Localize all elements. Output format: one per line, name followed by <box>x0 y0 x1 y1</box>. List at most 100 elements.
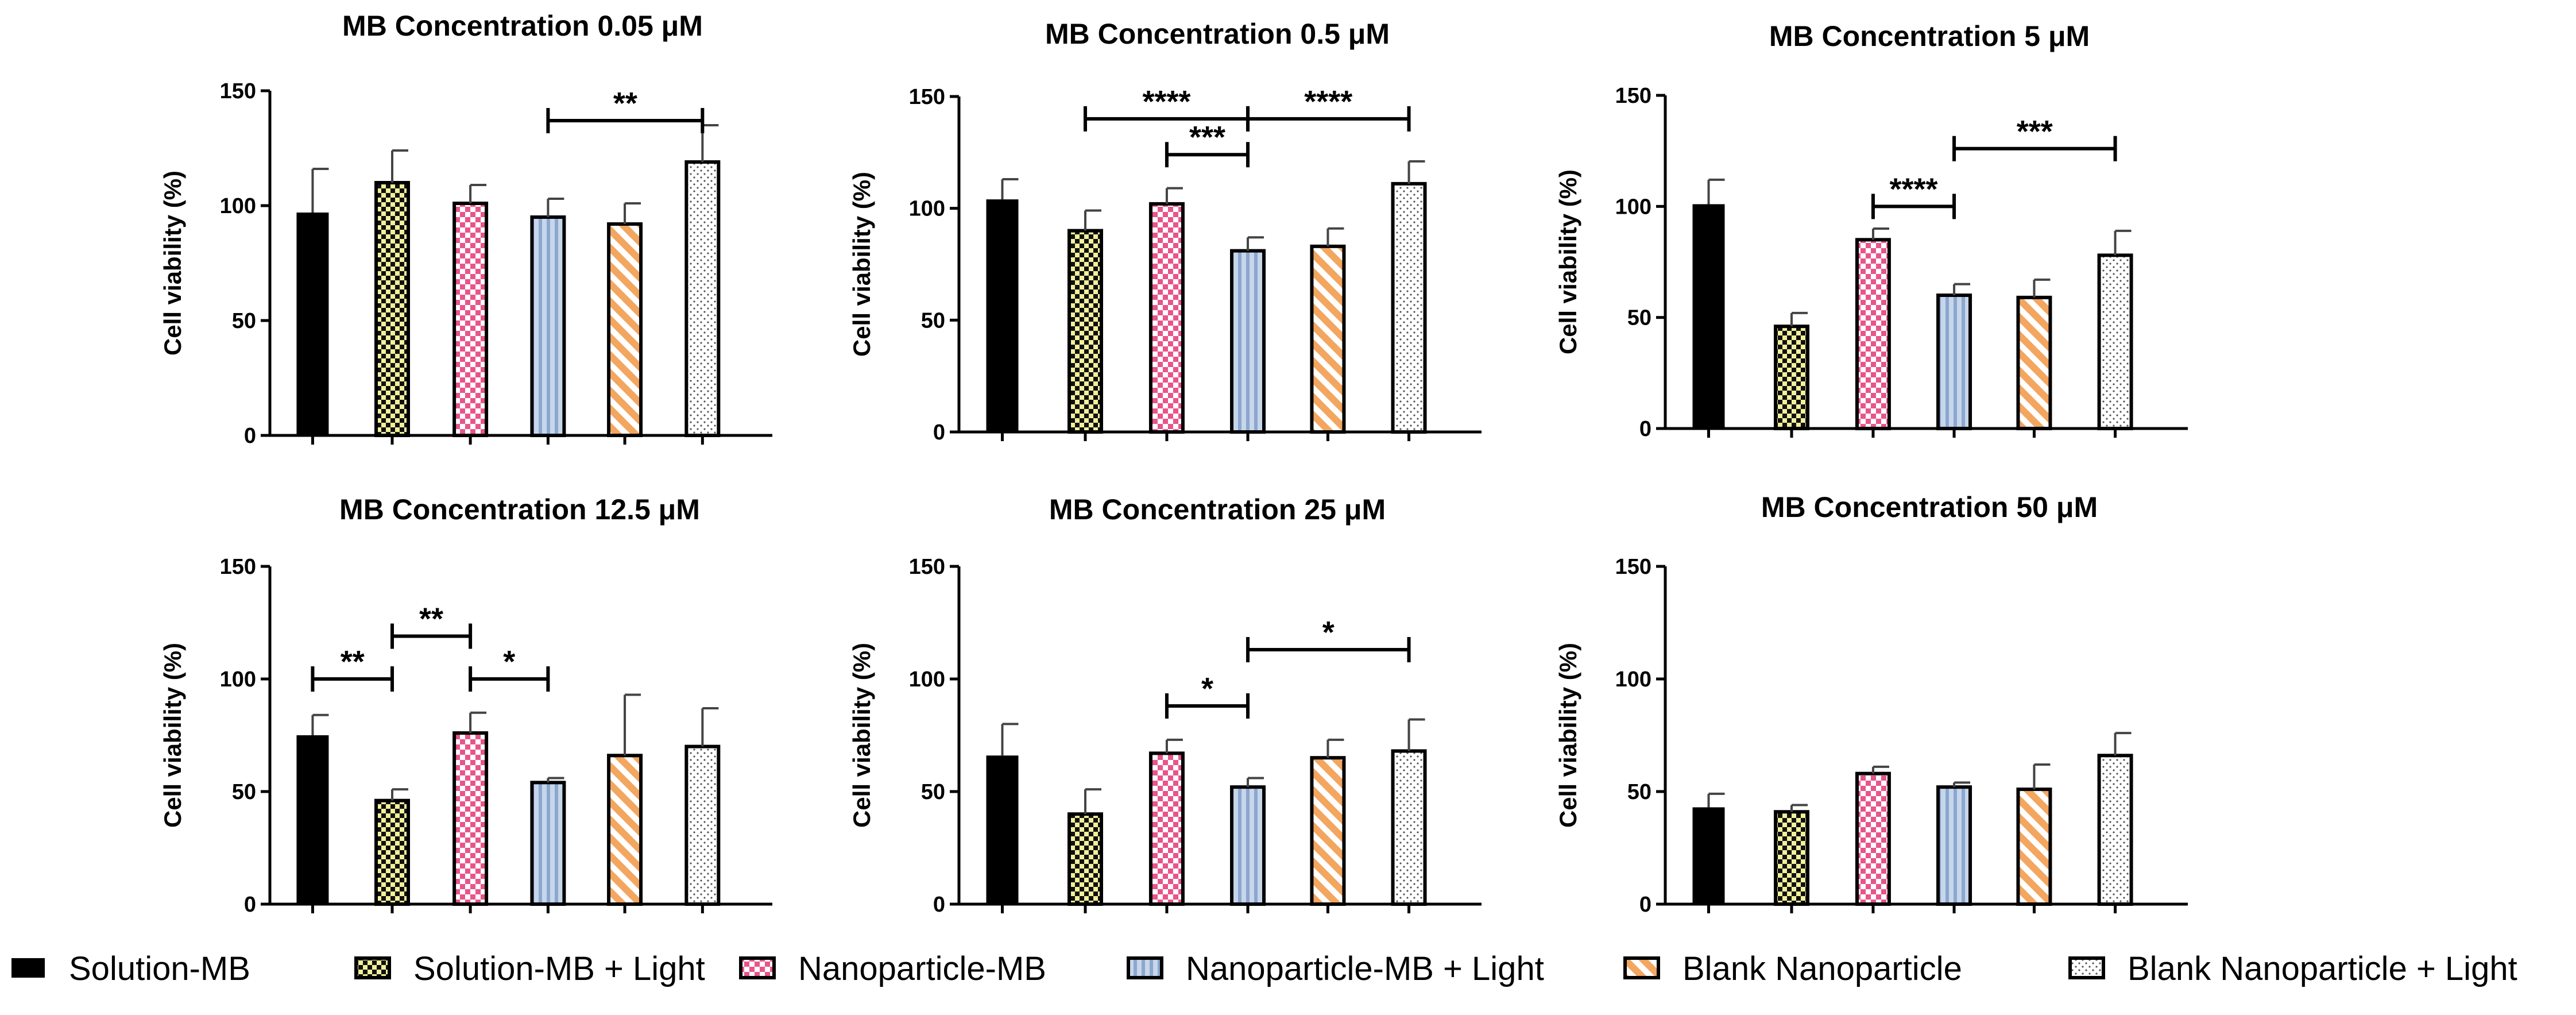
y-tick-label: 150 <box>220 555 256 579</box>
y-tick-label: 100 <box>909 197 945 221</box>
bar <box>1936 785 1972 906</box>
legend-label: Solution-MB + Light <box>413 950 705 987</box>
y-tick-label: 50 <box>232 309 256 333</box>
bar <box>530 781 566 906</box>
bar <box>607 754 643 906</box>
y-tick-label: 100 <box>909 667 945 692</box>
bar <box>374 181 410 437</box>
chart-panel: MB Concentration 25 μM Cell viability (%)… <box>848 493 1482 917</box>
chart-title: MB Concentration 0.05 μM <box>342 10 703 42</box>
bar <box>986 199 1019 432</box>
significance-label: ** <box>613 86 637 121</box>
chart-title: MB Concentration 50 μM <box>1761 491 2098 523</box>
legend-label: Blank Nanoparticle + Light <box>2128 950 2517 987</box>
significance-label: * <box>1322 615 1335 650</box>
chart-panel: MB Concentration 0.05 μM Cell viability (… <box>159 10 772 448</box>
chart-panel: MB Concentration 50 μM Cell viability (%)… <box>1554 491 2188 917</box>
y-tick-label: 100 <box>220 194 256 218</box>
bar <box>986 755 1019 904</box>
significance-label: ** <box>341 644 365 679</box>
bar <box>2016 788 2052 906</box>
bar <box>452 731 489 906</box>
y-tick-label: 0 <box>244 424 256 448</box>
y-tick-label: 100 <box>1615 195 1651 219</box>
y-axis-label: Cell viability (%) <box>848 172 875 357</box>
significance-label: *** <box>1189 120 1225 155</box>
significance-label: * <box>1201 671 1213 706</box>
bar <box>1936 294 1972 430</box>
bar <box>684 160 721 437</box>
bar <box>2097 754 2133 906</box>
legend-label: Solution-MB <box>69 950 250 987</box>
chart-title: MB Concentration 12.5 μM <box>339 493 700 526</box>
legend-swatch <box>2068 956 2105 979</box>
y-tick-label: 100 <box>220 667 256 692</box>
legend-label: Nanoparticle-MB <box>798 950 1046 987</box>
significance-label: **** <box>1142 84 1190 119</box>
chart-panel: MB Concentration 5 μM Cell viability (%) 0… <box>1554 20 2188 441</box>
bar <box>1774 325 1809 431</box>
chart-title: MB Concentration 5 μM <box>1769 20 2090 52</box>
bar <box>1067 229 1103 434</box>
y-axis-label: Cell viability (%) <box>848 643 875 828</box>
y-axis-label: Cell viability (%) <box>159 643 186 828</box>
chart-panel: MB Concentration 12.5 μM Cell viability (… <box>159 493 772 917</box>
y-tick-label: 50 <box>1627 780 1651 804</box>
legend: Solution-MB Solution-MB + Light Nanopartic… <box>11 950 2517 987</box>
y-tick-label: 50 <box>1627 306 1651 330</box>
y-tick-label: 50 <box>921 308 945 333</box>
bar <box>296 735 329 904</box>
y-tick-label: 0 <box>244 893 256 917</box>
significance-label: ** <box>419 602 443 636</box>
bar <box>374 798 410 906</box>
y-axis-label: Cell viability (%) <box>159 171 186 356</box>
legend-swatch <box>11 958 45 978</box>
legend-swatch <box>354 956 391 979</box>
bar <box>1855 238 1891 430</box>
bar <box>2097 253 2133 430</box>
bar <box>1230 785 1266 906</box>
significance-label: * <box>503 644 515 679</box>
bar <box>1230 249 1266 434</box>
legend-swatch <box>1127 956 1163 979</box>
y-tick-label: 100 <box>1615 667 1651 692</box>
bar <box>1391 182 1427 434</box>
y-tick-label: 50 <box>232 780 256 804</box>
y-tick-label: 0 <box>933 420 945 445</box>
chart-title: MB Concentration 0.5 μM <box>1045 18 1390 50</box>
y-tick-label: 150 <box>1615 84 1651 108</box>
significance-label: **** <box>1889 172 1937 206</box>
bar <box>607 222 643 437</box>
y-tick-label: 150 <box>909 85 945 109</box>
chart-title: MB Concentration 25 μM <box>1049 493 1386 526</box>
y-axis-label: Cell viability (%) <box>1554 169 1581 354</box>
y-tick-label: 150 <box>1615 555 1651 579</box>
bar <box>684 744 721 906</box>
bar <box>1310 756 1346 906</box>
legend-swatch <box>1623 956 1660 979</box>
chart-panels: MB Concentration 0.05 μM Cell viability (… <box>159 10 2188 917</box>
y-tick-label: 50 <box>921 780 945 804</box>
bar <box>1310 244 1346 434</box>
bar <box>1067 812 1103 906</box>
bar <box>296 213 329 435</box>
y-tick-label: 150 <box>220 79 256 103</box>
significance-label: *** <box>2017 114 2053 149</box>
significance-label: **** <box>1304 84 1352 119</box>
bar <box>1148 202 1185 434</box>
bar <box>1855 771 1891 906</box>
bar <box>452 202 489 437</box>
bar <box>1692 204 1725 429</box>
y-tick-label: 0 <box>933 893 945 917</box>
bar <box>2016 295 2052 430</box>
y-tick-label: 0 <box>1639 893 1651 917</box>
y-axis-label: Cell viability (%) <box>1554 643 1581 828</box>
legend-swatch <box>739 956 776 979</box>
legend-label: Blank Nanoparticle <box>1682 950 1962 987</box>
y-tick-label: 0 <box>1639 417 1651 441</box>
bar <box>530 215 566 437</box>
bar <box>1148 751 1185 906</box>
bar <box>1692 807 1725 904</box>
bar <box>1391 749 1427 906</box>
legend-label: Nanoparticle-MB + Light <box>1186 950 1544 987</box>
